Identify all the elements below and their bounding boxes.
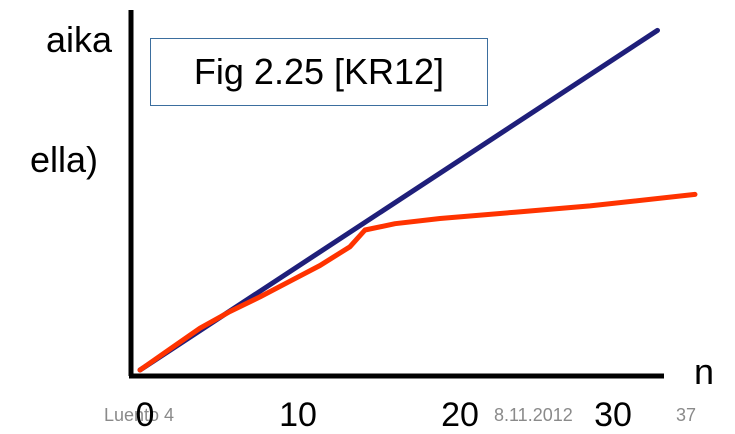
x-tick-labels: 0 10 20 30 — [136, 396, 632, 434]
x-tick-label: 30 — [594, 396, 632, 434]
series-line-2 — [137, 191, 698, 373]
x-tick-label: 0 — [136, 396, 155, 434]
footer-date-text: 8.11.2012 — [494, 405, 573, 425]
y-axis-label-line-2: ella) — [30, 139, 98, 180]
x-axis-label: n — [694, 351, 714, 392]
axes — [128, 10, 664, 379]
y-axis-label-line-1: aika — [46, 19, 113, 60]
figure-reference-text: Fig 2.25 [KR12] — [193, 51, 445, 92]
footer-page-number: 37 — [676, 405, 696, 425]
x-tick-label: 10 — [279, 396, 317, 434]
footer-left-text: Luento 4 — [104, 405, 174, 425]
series-layer — [137, 27, 698, 373]
figure-reference-box: Fig 2.25 [KR12] — [150, 38, 488, 106]
x-tick-label: 20 — [441, 396, 479, 434]
